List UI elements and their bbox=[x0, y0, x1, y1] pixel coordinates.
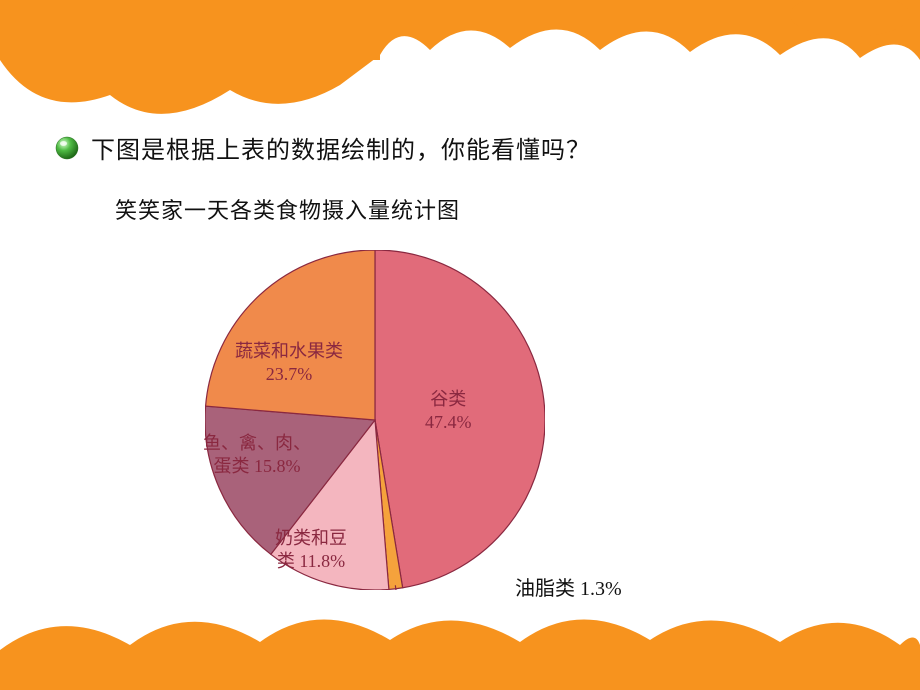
pie-holder bbox=[205, 250, 545, 590]
pie-svg bbox=[205, 250, 545, 590]
chart-title: 笑笑家一天各类食物摄入量统计图 bbox=[115, 193, 880, 225]
slice-label-external: 油脂类 1.3% bbox=[515, 572, 622, 601]
pie-chart: 谷类47.4% 油脂类 1.3% 奶类和豆类 11.8% 鱼、禽、肉、蛋类 15.8%… bbox=[145, 250, 705, 630]
top-banner bbox=[0, 0, 920, 120]
slice-label: 鱼、禽、肉、蛋类 15.8% bbox=[203, 432, 311, 479]
question-row: 下图是根据上表的数据绘制的，你能看懂吗？ bbox=[55, 130, 880, 165]
slice-label: 奶类和豆类 11.8% bbox=[275, 527, 347, 574]
pie-slice bbox=[206, 250, 375, 420]
question-text: 下图是根据上表的数据绘制的，你能看懂吗？ bbox=[91, 130, 591, 165]
slice-label: 蔬菜和水果类23.7% bbox=[235, 340, 343, 387]
content-area: 下图是根据上表的数据绘制的，你能看懂吗？ 笑笑家一天各类食物摄入量统计图 谷类4… bbox=[55, 120, 880, 630]
bullet-icon bbox=[55, 136, 79, 160]
slice-label: 谷类47.4% bbox=[425, 388, 472, 435]
